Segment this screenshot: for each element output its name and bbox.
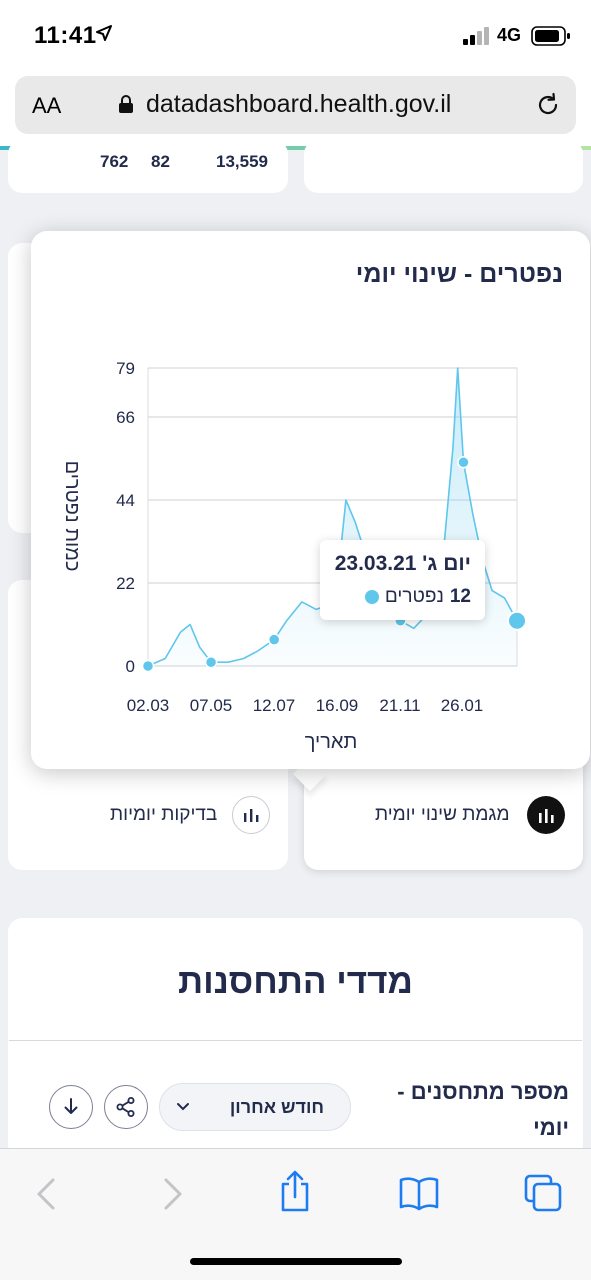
stat-value: 82 xyxy=(151,152,170,171)
location-arrow-icon xyxy=(96,25,112,41)
signal-icon xyxy=(463,27,493,45)
y-tick-label: 66 xyxy=(116,408,135,427)
stats-card-right xyxy=(304,140,583,193)
tooltip-series-dot xyxy=(364,590,379,604)
tooltip-series-label: נפטרים xyxy=(384,586,444,607)
x-tick-label: 12.07 xyxy=(253,696,296,715)
tooltip-date: יום ג' 23.03.21 xyxy=(334,552,471,575)
page-accent-line xyxy=(0,146,591,150)
chart-popover: נפטרים - שינוי יומי 0 22 44 66 79 02.03 07.05 1… xyxy=(31,231,590,769)
y-tick-label: 79 xyxy=(116,359,135,378)
download-button[interactable] xyxy=(49,1085,93,1129)
data-point xyxy=(204,655,218,669)
x-axis-label: תאריך xyxy=(305,731,358,753)
clock: 11:41 xyxy=(34,22,97,49)
share-sheet-icon[interactable] xyxy=(278,1169,312,1213)
x-tick-label: 02.03 xyxy=(127,696,170,715)
browser-address-area: AA datadashboard.health.gov.il xyxy=(0,72,591,148)
section-title: מדדי התחסנות xyxy=(178,962,413,1001)
deaths-daily-chart[interactable]: 0 22 44 66 79 02.03 07.05 12.07 16.09 21.11 26.01 ת… xyxy=(31,231,590,769)
chevron-down-icon xyxy=(177,1103,189,1111)
forward-icon[interactable] xyxy=(162,1177,184,1211)
url-text[interactable]: datadashboard.health.gov.il xyxy=(146,90,452,118)
text-size-button[interactable]: AA xyxy=(32,93,62,118)
x-tick-label: 26.01 xyxy=(441,696,484,715)
metric-label: מספר מתחסנים - יומי xyxy=(397,1079,569,1140)
x-tick-label: 16.09 xyxy=(316,696,359,715)
highlighted-point xyxy=(507,610,527,631)
tab-daily-tests[interactable]: בדיקות יומיות xyxy=(110,804,218,825)
x-tick-label: 21.11 xyxy=(379,696,420,715)
x-tick-label: 07.05 xyxy=(190,696,233,715)
stat-value: 762 xyxy=(100,152,129,171)
chart-tooltip: יום ג' 23.03.21 12 נפטרים xyxy=(320,540,485,620)
tab-daily-change-trend[interactable]: מגמת שינוי יומית xyxy=(375,804,510,825)
data-point xyxy=(141,659,155,673)
stats-card-left xyxy=(8,140,288,193)
home-indicator xyxy=(190,1258,402,1265)
bookmarks-icon[interactable] xyxy=(398,1175,440,1211)
series-area xyxy=(148,368,517,666)
download-icon xyxy=(64,1098,78,1114)
back-icon[interactable] xyxy=(35,1177,57,1211)
status-bar: 11:41 4G xyxy=(0,0,591,72)
section-divider xyxy=(9,1040,582,1041)
period-dropdown[interactable]: חודש אחרון xyxy=(159,1083,351,1131)
y-tick-label: 44 xyxy=(116,491,135,510)
popover-title: נפטרים - שינוי יומי xyxy=(355,260,563,288)
share-icon xyxy=(116,1097,135,1117)
tooltip-row: 12 נפטרים xyxy=(364,586,471,608)
data-point xyxy=(457,456,470,469)
stat-value: 13,559 xyxy=(216,152,268,171)
lock-icon xyxy=(119,95,133,113)
dropdown-value: חודש אחרון xyxy=(229,1097,324,1117)
data-point xyxy=(267,633,281,646)
network-type: 4G xyxy=(497,25,522,45)
y-axis-label: כמות נפטרים xyxy=(61,461,83,572)
reload-icon[interactable] xyxy=(534,91,562,119)
share-button[interactable] xyxy=(104,1085,148,1129)
browser-toolbar xyxy=(0,1148,591,1280)
address-bar[interactable]: AA datadashboard.health.gov.il xyxy=(15,76,576,134)
bar-chart-icon-active xyxy=(527,796,565,834)
y-tick-label: 22 xyxy=(116,574,135,593)
tooltip-value: 12 xyxy=(449,586,471,607)
battery-icon xyxy=(531,26,570,46)
bar-chart-icon xyxy=(232,796,270,834)
tabs-icon[interactable] xyxy=(523,1173,563,1213)
y-tick-label: 0 xyxy=(126,657,135,676)
